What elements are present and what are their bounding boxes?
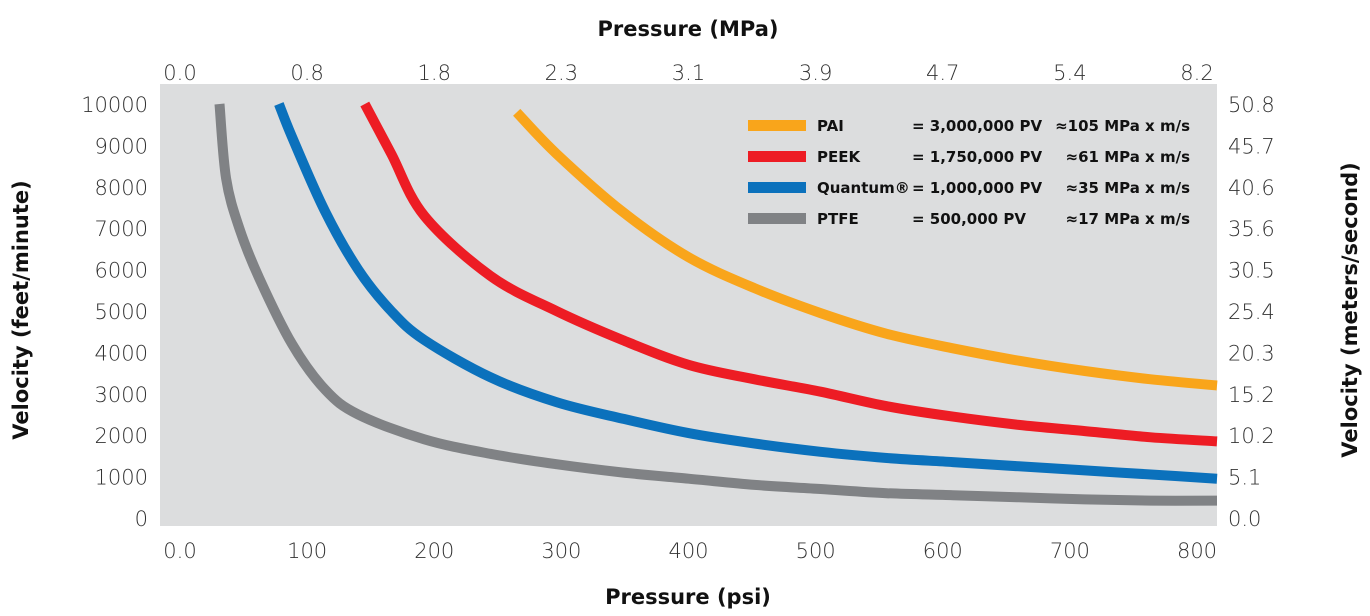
y-left-tick-label: 9000 bbox=[95, 134, 148, 158]
series-line-pai bbox=[513, 108, 1218, 391]
y-left-tick-label: 8000 bbox=[95, 176, 148, 200]
legend: PAI = 3,000,000 PV ≈105 MPa x m/s PEEK = 1,7… bbox=[748, 117, 1190, 228]
legend-metric-value: ≈35 MPa x m/s bbox=[1066, 179, 1191, 197]
series-lines bbox=[214, 101, 1218, 506]
y-right-tick-label: 35.6 bbox=[1228, 217, 1275, 241]
legend-pv-value: = 1,000,000 PV bbox=[912, 179, 1042, 197]
x-top-tick-label: 3.1 bbox=[672, 61, 705, 85]
y-left-tick-label: 10000 bbox=[81, 93, 148, 117]
y-left-tick-label: 1000 bbox=[95, 466, 148, 490]
x-tick-label: 300 bbox=[541, 539, 581, 563]
x-tick-label: 400 bbox=[668, 539, 708, 563]
x-top-tick-label: 0.8 bbox=[290, 61, 323, 85]
y-left-tick-label: 3000 bbox=[95, 383, 148, 407]
series-line-peek bbox=[360, 101, 1218, 447]
legend-series-name: PEEK bbox=[817, 148, 861, 166]
top-axis-ticks: 0.0 0.8 1.8 2.3 3.1 3.9 4.7 5.4 8.2 bbox=[163, 61, 1213, 85]
legend-metric-value: ≈61 MPa x m/s bbox=[1066, 148, 1191, 166]
x-top-tick-label: 8.2 bbox=[1180, 61, 1213, 85]
y-left-tick-label: 7000 bbox=[95, 217, 148, 241]
x-top-tick-label: 1.8 bbox=[418, 61, 451, 85]
x-top-tick-label: 4.7 bbox=[926, 61, 959, 85]
y-right-tick-label: 40.6 bbox=[1228, 176, 1275, 200]
y-right-tick-label: 15.2 bbox=[1228, 383, 1275, 407]
x-tick-label: 600 bbox=[923, 539, 963, 563]
legend-swatch bbox=[748, 120, 806, 131]
legend-swatch bbox=[748, 213, 806, 224]
plot-background bbox=[160, 84, 1217, 526]
y-right-tick-label: 5.1 bbox=[1228, 466, 1261, 490]
series-line-ptfe bbox=[214, 103, 1218, 506]
bottom-axis-title: Pressure (psi) bbox=[605, 585, 771, 609]
y-left-tick-label: 0 bbox=[135, 507, 148, 531]
legend-pv-value: = 3,000,000 PV bbox=[912, 117, 1042, 135]
x-top-tick-label: 3.9 bbox=[799, 61, 832, 85]
y-right-tick-label: 50.8 bbox=[1228, 93, 1275, 117]
top-axis-title: Pressure (MPa) bbox=[598, 17, 779, 41]
left-axis-title: Velocity (feet/minute) bbox=[9, 180, 33, 439]
legend-series-name: PAI bbox=[817, 117, 844, 135]
legend-series-name: PTFE bbox=[817, 210, 859, 228]
y-left-tick-label: 5000 bbox=[95, 300, 148, 324]
left-axis-ticks: 0 1000 2000 3000 4000 5000 6000 7000 8000 9000 100… bbox=[81, 93, 148, 531]
x-tick-label: 0.0 bbox=[163, 539, 196, 563]
x-top-tick-label: 2.3 bbox=[545, 61, 578, 85]
y-right-tick-label: 10.2 bbox=[1228, 424, 1275, 448]
x-tick-label: 800 bbox=[1177, 539, 1217, 563]
legend-metric-value: ≈17 MPa x m/s bbox=[1066, 210, 1191, 228]
legend-pv-value: = 1,750,000 PV bbox=[912, 148, 1042, 166]
legend-swatch bbox=[748, 182, 806, 193]
legend-metric-value: ≈105 MPa x m/s bbox=[1055, 117, 1190, 135]
y-right-tick-label: 25.4 bbox=[1228, 300, 1275, 324]
x-tick-label: 500 bbox=[796, 539, 836, 563]
legend-series-name: Quantum® bbox=[817, 179, 910, 197]
x-tick-label: 100 bbox=[287, 539, 327, 563]
series-line-quantum bbox=[274, 102, 1218, 484]
y-left-tick-label: 6000 bbox=[95, 259, 148, 283]
x-top-tick-label: 0.0 bbox=[163, 61, 196, 85]
x-top-tick-label: 5.4 bbox=[1053, 61, 1086, 85]
y-right-tick-label: 20.3 bbox=[1228, 341, 1275, 365]
right-axis-title: Velocity (meters/second) bbox=[1338, 162, 1362, 457]
y-right-tick-label: 0.0 bbox=[1228, 507, 1261, 531]
right-axis-ticks: 0.0 5.1 10.2 15.2 20.3 25.4 30.5 35.6 40.6 45.7 50… bbox=[1228, 93, 1275, 531]
x-tick-label: 700 bbox=[1050, 539, 1090, 563]
y-left-tick-label: 4000 bbox=[95, 341, 148, 365]
legend-pv-value: = 500,000 PV bbox=[912, 210, 1026, 228]
x-tick-label: 200 bbox=[414, 539, 454, 563]
y-left-tick-label: 2000 bbox=[95, 424, 148, 448]
y-right-tick-label: 30.5 bbox=[1228, 259, 1275, 283]
bottom-axis-ticks: 0.0 100 200 300 400 500 600 700 800 bbox=[163, 539, 1217, 563]
y-right-tick-label: 45.7 bbox=[1228, 134, 1275, 158]
legend-swatch bbox=[748, 151, 806, 162]
